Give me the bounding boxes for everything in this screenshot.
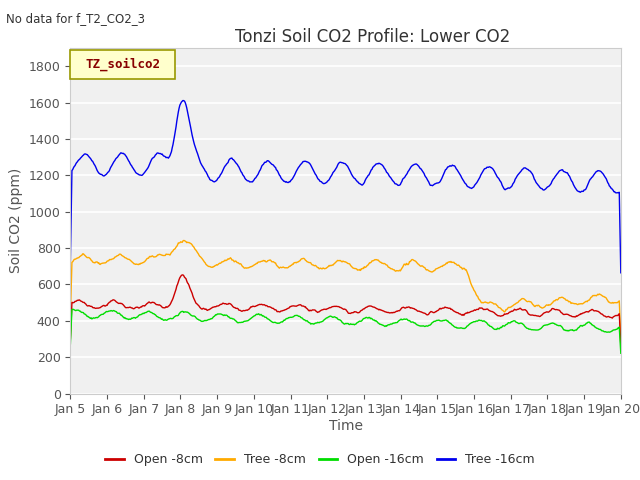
X-axis label: Time: Time bbox=[328, 419, 363, 433]
Title: Tonzi Soil CO2 Profile: Lower CO2: Tonzi Soil CO2 Profile: Lower CO2 bbox=[236, 28, 511, 47]
Text: No data for f_T2_CO2_3: No data for f_T2_CO2_3 bbox=[6, 12, 145, 25]
Y-axis label: Soil CO2 (ppm): Soil CO2 (ppm) bbox=[9, 168, 23, 274]
Legend: Open -8cm, Tree -8cm, Open -16cm, Tree -16cm: Open -8cm, Tree -8cm, Open -16cm, Tree -… bbox=[100, 448, 540, 471]
FancyBboxPatch shape bbox=[70, 50, 175, 79]
Text: TZ_soilco2: TZ_soilco2 bbox=[85, 58, 160, 71]
